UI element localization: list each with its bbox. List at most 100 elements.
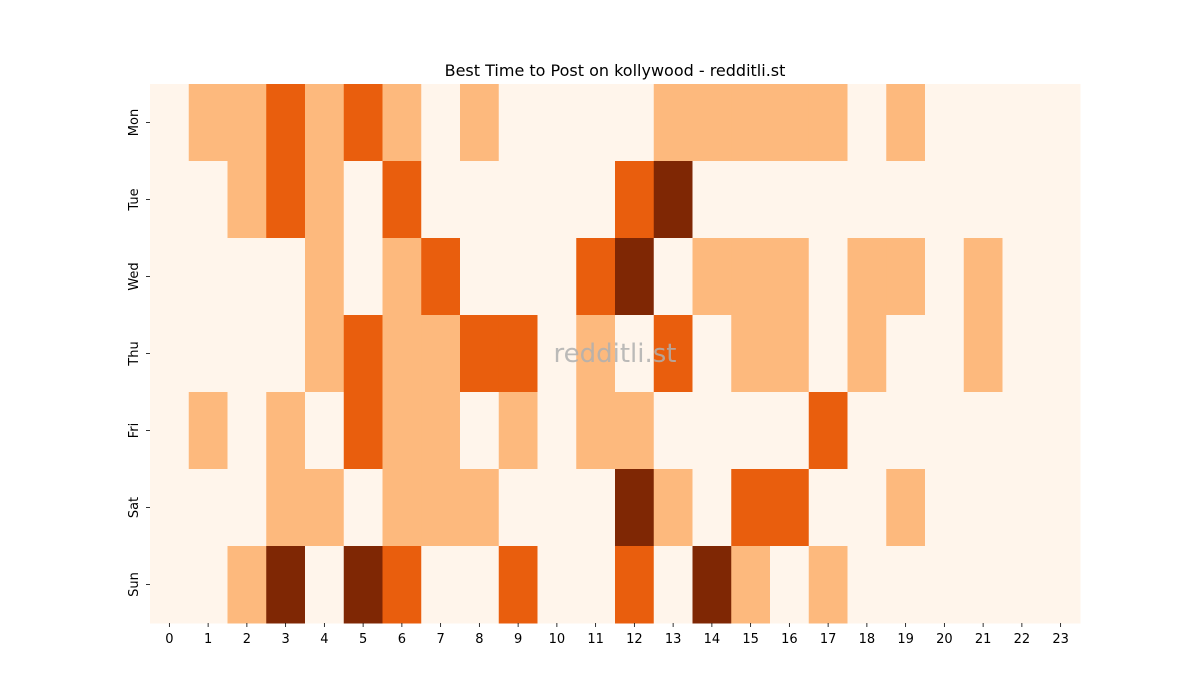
heatmap-cell-fri-19 xyxy=(886,392,926,470)
heatmap-cell-thu-19 xyxy=(886,315,926,393)
heatmap-cell-mon-19 xyxy=(886,84,926,162)
heatmap-cell-tue-6 xyxy=(382,161,422,239)
heatmap-cell-wed-9 xyxy=(498,238,538,316)
heatmap-cell-fri-14 xyxy=(692,392,732,470)
heatmap-cell-wed-23 xyxy=(1041,238,1081,316)
heatmap-cell-sun-6 xyxy=(382,546,422,624)
x-tick-label: 19 xyxy=(897,632,914,647)
x-tick-label: 3 xyxy=(281,632,289,647)
heatmap-cell-thu-18 xyxy=(847,315,887,393)
x-tick-label: 20 xyxy=(936,632,953,647)
heatmap-cell-tue-23 xyxy=(1041,161,1081,239)
watermark: redditli.st xyxy=(554,339,677,369)
heatmap-cell-sat-19 xyxy=(886,469,926,547)
heatmap-cell-tue-2 xyxy=(227,161,267,239)
heatmap-cell-thu-23 xyxy=(1041,315,1081,393)
heatmap-cell-sun-20 xyxy=(925,546,965,624)
heatmap-cell-tue-22 xyxy=(1002,161,1042,239)
heatmap-cell-thu-7 xyxy=(421,315,461,393)
heatmap-cell-sun-7 xyxy=(421,546,461,624)
heatmap-cell-mon-11 xyxy=(576,84,616,162)
heatmap-cell-wed-16 xyxy=(770,238,810,316)
heatmap-cell-mon-16 xyxy=(770,84,810,162)
x-tick-label: 13 xyxy=(665,632,682,647)
x-axis-ticks: 0 1 2 3 4 5 6 7 8 9 10 11 12 13 14 15 16 17 18 19 20 21 22 23 xyxy=(165,623,1069,647)
heatmap-cell-thu-21 xyxy=(963,315,1003,393)
heatmap-cell-sun-22 xyxy=(1002,546,1042,624)
heatmap-cell-sun-4 xyxy=(305,546,345,624)
x-tick-label: 2 xyxy=(243,632,251,647)
heatmap-cell-fri-10 xyxy=(537,392,577,470)
heatmap-cell-thu-3 xyxy=(266,315,306,393)
x-tick-label: 6 xyxy=(398,632,406,647)
heatmap-cell-sat-11 xyxy=(576,469,616,547)
heatmap-cell-fri-23 xyxy=(1041,392,1081,470)
heatmap-cell-sat-2 xyxy=(227,469,267,547)
heatmap-cell-sun-15 xyxy=(731,546,771,624)
x-tick-label: 11 xyxy=(587,632,604,647)
heatmap-cell-sun-16 xyxy=(770,546,810,624)
heatmap-cell-fri-5 xyxy=(343,392,383,470)
heatmap-cell-thu-13 xyxy=(653,315,693,393)
heatmap-cell-thu-2 xyxy=(227,315,267,393)
heatmap-cell-mon-8 xyxy=(460,84,500,162)
heatmap-cell-thu-22 xyxy=(1002,315,1042,393)
heatmap-cell-fri-20 xyxy=(925,392,965,470)
heatmap-cell-mon-1 xyxy=(188,84,228,162)
heatmap-cell-sun-0 xyxy=(150,546,190,624)
heatmap-cell-thu-17 xyxy=(808,315,848,393)
x-tick-label: 0 xyxy=(165,632,173,647)
heatmap-cell-tue-19 xyxy=(886,161,926,239)
heatmap-cell-wed-10 xyxy=(537,238,577,316)
heatmap-cell-mon-14 xyxy=(692,84,732,162)
heatmap-cell-sun-19 xyxy=(886,546,926,624)
heatmap-cell-sun-10 xyxy=(537,546,577,624)
heatmap-cell-tue-12 xyxy=(615,161,655,239)
heatmap-cell-sat-18 xyxy=(847,469,887,547)
x-tick-label: 8 xyxy=(475,632,483,647)
heatmap-cell-mon-6 xyxy=(382,84,422,162)
heatmap-cell-mon-5 xyxy=(343,84,383,162)
heatmap-cell-mon-9 xyxy=(498,84,538,162)
heatmap-cell-thu-12 xyxy=(615,315,655,393)
heatmap-cell-sat-23 xyxy=(1041,469,1081,547)
heatmap-cell-thu-6 xyxy=(382,315,422,393)
heatmap-cell-thu-16 xyxy=(770,315,810,393)
heatmap-cell-fri-2 xyxy=(227,392,267,470)
heatmap-cell-wed-4 xyxy=(305,238,345,316)
heatmap-cell-tue-17 xyxy=(808,161,848,239)
y-tick-label: Wed xyxy=(127,262,142,290)
heatmap-cell-thu-8 xyxy=(460,315,500,393)
heatmap-cell-fri-22 xyxy=(1002,392,1042,470)
heatmap-cell-sun-8 xyxy=(460,546,500,624)
x-tick-label: 14 xyxy=(704,632,721,647)
heatmap-cell-sun-23 xyxy=(1041,546,1081,624)
heatmap-cell-fri-9 xyxy=(498,392,538,470)
heatmap-cell-tue-8 xyxy=(460,161,500,239)
heatmap-cell-mon-22 xyxy=(1002,84,1042,162)
y-tick-label: Thu xyxy=(127,341,142,366)
heatmap-cell-sun-5 xyxy=(343,546,383,624)
heatmap-cell-wed-6 xyxy=(382,238,422,316)
heatmap-cell-sat-20 xyxy=(925,469,965,547)
heatmap-cell-thu-15 xyxy=(731,315,771,393)
heatmap-cell-thu-0 xyxy=(150,315,190,393)
heatmap-cell-tue-14 xyxy=(692,161,732,239)
heatmap-cell-tue-15 xyxy=(731,161,771,239)
heatmap-cell-sat-10 xyxy=(537,469,577,547)
heatmap-cell-wed-21 xyxy=(963,238,1003,316)
heatmap-cell-mon-13 xyxy=(653,84,693,162)
y-tick-label: Sat xyxy=(127,497,142,518)
x-tick-label: 21 xyxy=(975,632,992,647)
x-tick-label: 1 xyxy=(204,632,212,647)
heatmap-cell-wed-17 xyxy=(808,238,848,316)
heatmap-cell-wed-12 xyxy=(615,238,655,316)
heatmap-cell-sun-11 xyxy=(576,546,616,624)
heatmap-cell-tue-18 xyxy=(847,161,887,239)
x-tick-label: 10 xyxy=(549,632,566,647)
heatmap-cell-tue-9 xyxy=(498,161,538,239)
heatmap-cell-sun-2 xyxy=(227,546,267,624)
heatmap-cell-thu-5 xyxy=(343,315,383,393)
x-tick-label: 18 xyxy=(859,632,876,647)
heatmap-cell-fri-8 xyxy=(460,392,500,470)
